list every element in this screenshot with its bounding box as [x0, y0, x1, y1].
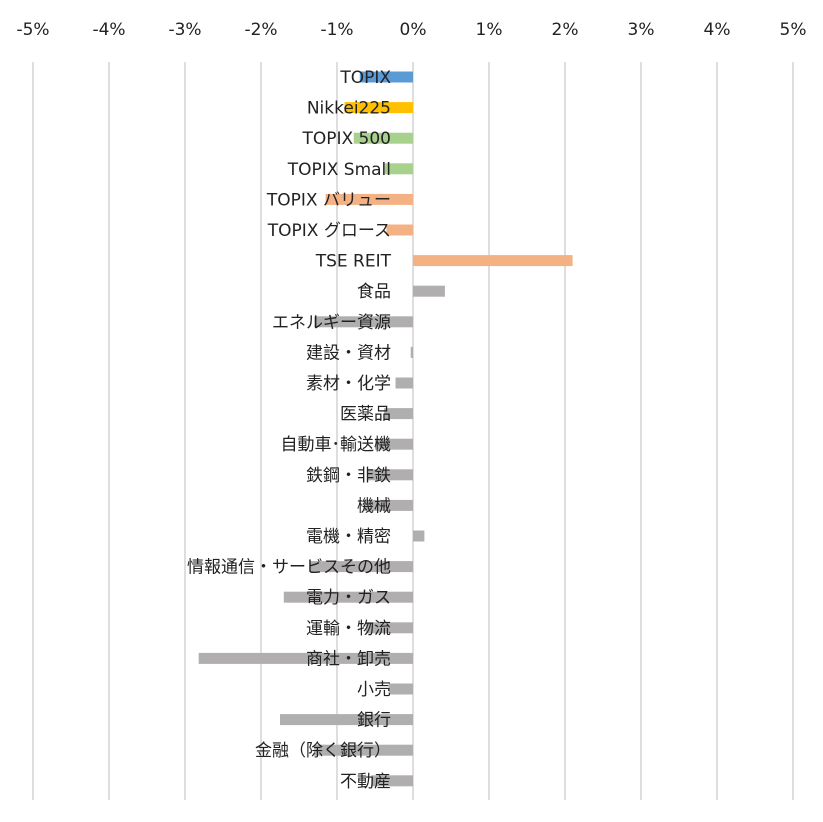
bar	[367, 469, 413, 481]
bar	[413, 255, 573, 267]
category-label: TOPIX バリュー	[266, 190, 391, 210]
category-label: 小売	[357, 680, 391, 700]
x-tick-label: 2%	[552, 20, 579, 40]
bar	[280, 714, 413, 726]
bar	[413, 285, 445, 297]
bar	[283, 591, 413, 603]
bar	[388, 683, 413, 695]
category-label: 機械	[357, 496, 391, 516]
category-label: TSE REIT	[315, 252, 392, 272]
x-axis-tick-labels: -5% -4% -3% -2% -1% 0% 1% 2% 3% 4% 5%	[16, 20, 806, 40]
category-label: 不動産	[340, 772, 391, 792]
bar	[384, 163, 413, 175]
x-tick-label: -4%	[92, 20, 125, 40]
category-label: 食品	[357, 282, 391, 302]
category-labels: TOPIX Nikkei225 TOPIX 500 TOPIX Small TOPIX …	[187, 68, 392, 792]
bar	[363, 499, 413, 511]
bar	[359, 71, 413, 83]
bar	[413, 530, 425, 542]
x-tick-label: 1%	[476, 20, 503, 40]
category-label: 商社・卸売	[306, 649, 391, 669]
bar	[375, 438, 413, 450]
category-label: 電機・精密	[306, 527, 391, 547]
x-tick-label: -1%	[320, 20, 353, 40]
category-label: 銀行	[357, 711, 391, 731]
bar	[325, 193, 413, 205]
x-tick-label: -3%	[168, 20, 201, 40]
category-label: 金融（除く銀行）	[255, 741, 391, 761]
grid-lines	[32, 62, 794, 800]
bar	[395, 377, 413, 389]
category-label: 運輸・物流	[306, 619, 391, 639]
category-label: TOPIX 500	[301, 129, 391, 149]
bar	[386, 224, 413, 236]
category-label: エネルギー資源	[272, 313, 391, 333]
category-label: 建設・資材	[306, 343, 391, 363]
category-label: 医薬品	[340, 405, 391, 425]
bar	[344, 102, 413, 114]
bars	[198, 71, 573, 787]
bar	[314, 316, 413, 328]
category-label: TOPIX グロース	[267, 221, 391, 241]
x-tick-label: 5%	[780, 20, 807, 40]
category-label: TOPIX Small	[287, 160, 391, 180]
category-label: TOPIX	[339, 68, 391, 88]
category-label: 素材・化学	[306, 374, 391, 394]
category-label: 自動車･輸送機	[281, 435, 392, 455]
x-tick-label: 3%	[628, 20, 655, 40]
x-tick-label: -2%	[244, 20, 277, 40]
category-label: 電力・ガス	[306, 588, 391, 608]
category-label: 鉄鋼・非鉄	[306, 466, 391, 486]
bar	[353, 132, 413, 144]
x-tick-label: -5%	[16, 20, 49, 40]
bar	[365, 622, 413, 634]
category-label: 情報通信・サービスその他	[187, 558, 391, 578]
bar	[198, 652, 413, 664]
bar	[314, 744, 413, 756]
bar	[384, 408, 413, 420]
category-label: Nikkei225	[307, 99, 391, 119]
x-tick-label: 0%	[400, 20, 427, 40]
bar	[410, 346, 413, 358]
bar	[310, 561, 413, 573]
bar	[371, 775, 413, 787]
x-tick-label: 4%	[704, 20, 731, 40]
